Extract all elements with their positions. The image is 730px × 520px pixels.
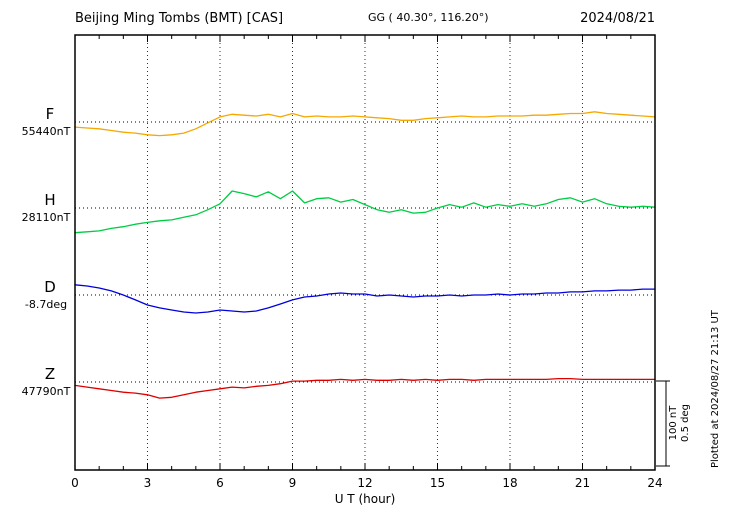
- x-tick-label-0: 0: [71, 476, 79, 490]
- scale-label-nt: 100 nT: [668, 405, 679, 441]
- plot-frame: [74, 34, 656, 471]
- series-baseline-value-H: 28110nT: [22, 211, 71, 224]
- trace-D: [74, 284, 656, 314]
- x-tick-label-6: 6: [216, 476, 224, 490]
- series-label-D: D: [44, 278, 56, 296]
- x-tick-label-12: 12: [357, 476, 372, 490]
- series-baseline-value-Z: 47790nT: [22, 385, 71, 398]
- plotted-at-label: Plotted at 2024/08/27 21:13 UT: [710, 309, 721, 468]
- geo-coordinates-label: GG ( 40.30°, 116.20°): [368, 11, 489, 24]
- x-tick-label-18: 18: [502, 476, 517, 490]
- x-axis-label: U T (hour): [335, 492, 396, 506]
- series-label-Z: Z: [45, 365, 55, 383]
- trace-Z: [74, 377, 656, 399]
- series-baseline-value-D: -8.7deg: [25, 298, 67, 311]
- plot-area: 0 3 6 9 12 15 18 21 24 F 55440nT H 28110nT D -8.7deg Z 4…: [22, 34, 663, 490]
- series-baseline-value-F: 55440nT: [22, 125, 71, 138]
- x-tick-label-3: 3: [144, 476, 152, 490]
- series-label-F: F: [46, 105, 55, 123]
- series-label-H: H: [44, 191, 55, 209]
- x-tick-label-24: 24: [647, 476, 662, 490]
- station-title: Beijing Ming Tombs (BMT) [CAS]: [75, 11, 283, 26]
- scale-bar: [656, 380, 670, 467]
- date-label: 2024/08/21: [580, 11, 655, 26]
- trace-H: [74, 190, 656, 234]
- trace-F: [74, 111, 656, 137]
- scale-label-deg: 0.5 deg: [680, 404, 691, 442]
- x-tick-label-9: 9: [289, 476, 297, 490]
- x-tick-label-21: 21: [575, 476, 590, 490]
- x-tick-label-15: 15: [430, 476, 445, 490]
